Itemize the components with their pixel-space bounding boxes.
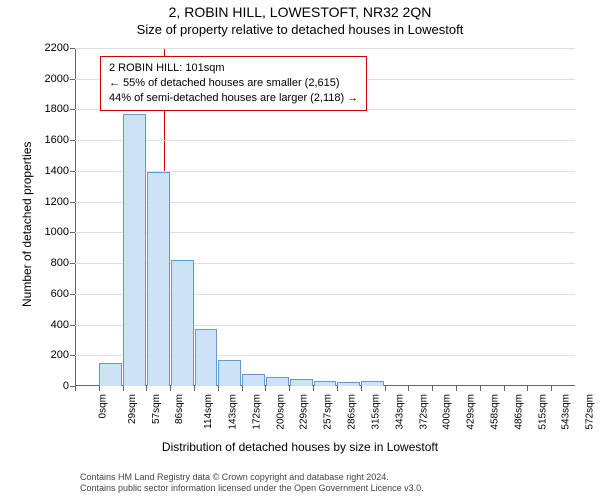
x-tick — [242, 386, 243, 391]
x-tick — [480, 386, 481, 391]
y-axis-label: Number of detached properties — [20, 142, 34, 307]
x-tick-label: 372sqm — [418, 394, 429, 430]
y-tick-label: 2000 — [45, 73, 75, 85]
x-tick — [408, 386, 409, 391]
x-tick — [313, 386, 314, 391]
x-tick — [123, 386, 124, 391]
y-tick-label: 2200 — [45, 42, 75, 54]
x-tick-label: 143sqm — [228, 394, 239, 430]
x-tick-label: 515sqm — [537, 394, 548, 430]
x-tick-label: 114sqm — [203, 394, 214, 429]
histogram-bar — [195, 329, 218, 386]
histogram-bar — [147, 172, 170, 386]
y-tick-label: 600 — [51, 288, 75, 300]
y-tick-label: 1600 — [45, 134, 75, 146]
x-tick — [194, 386, 195, 391]
y-axis-line — [75, 48, 76, 386]
x-tick — [218, 386, 219, 391]
info-line-1: 2 ROBIN HILL: 101sqm — [109, 61, 358, 76]
x-tick-label: 315sqm — [370, 394, 381, 430]
y-tick-label: 1400 — [45, 165, 75, 177]
y-tick-label: 400 — [51, 319, 75, 331]
grid-line — [75, 48, 575, 49]
x-tick — [146, 386, 147, 391]
x-tick-label: 400sqm — [442, 394, 453, 430]
y-tick-label: 0 — [63, 380, 75, 392]
x-tick-label: 172sqm — [251, 394, 262, 430]
x-tick — [265, 386, 266, 391]
x-tick — [361, 386, 362, 391]
x-tick — [504, 386, 505, 391]
x-tick-label: 458sqm — [490, 394, 501, 430]
x-tick — [337, 386, 338, 391]
y-tick-label: 800 — [51, 257, 75, 269]
histogram-bar — [337, 382, 360, 386]
x-axis-label: Distribution of detached houses by size … — [0, 440, 600, 454]
info-line-2: ← 55% of detached houses are smaller (2,… — [109, 76, 358, 91]
x-tick-label: 200sqm — [275, 394, 286, 430]
x-tick-label: 572sqm — [585, 394, 596, 430]
x-tick-label: 257sqm — [323, 394, 334, 430]
x-tick-label: 229sqm — [299, 394, 310, 430]
x-tick-label: 486sqm — [513, 394, 524, 430]
x-tick — [432, 386, 433, 391]
x-tick — [385, 386, 386, 391]
x-tick-label: 86sqm — [174, 394, 185, 424]
x-tick — [75, 386, 76, 391]
x-tick — [99, 386, 100, 391]
histogram-bar — [218, 360, 241, 386]
x-tick — [527, 386, 528, 391]
histogram-bar — [266, 377, 289, 386]
x-tick-label: 543sqm — [561, 394, 572, 430]
histogram-bar — [99, 363, 122, 386]
histogram-bar — [314, 381, 337, 386]
subtitle: Size of property relative to detached ho… — [0, 20, 600, 37]
x-tick — [551, 386, 552, 391]
x-tick — [456, 386, 457, 391]
x-tick-label: 29sqm — [127, 394, 138, 424]
x-tick-label: 286sqm — [347, 394, 358, 430]
y-tick-label: 1000 — [45, 226, 75, 238]
copyright-line-1: Contains HM Land Registry data © Crown c… — [80, 472, 424, 483]
info-line-3: 44% of semi-detached houses are larger (… — [109, 91, 358, 106]
address-title: 2, ROBIN HILL, LOWESTOFT, NR32 2QN — [0, 0, 600, 20]
copyright-notice: Contains HM Land Registry data © Crown c… — [80, 472, 424, 495]
x-tick-label: 343sqm — [394, 394, 405, 430]
x-tick-label: 0sqm — [97, 394, 108, 418]
histogram-bar — [290, 379, 313, 386]
histogram-bar — [361, 381, 384, 386]
x-tick-label: 57sqm — [151, 394, 162, 424]
y-tick-label: 200 — [51, 349, 75, 361]
x-tick-label: 429sqm — [466, 394, 477, 430]
info-box: 2 ROBIN HILL: 101sqm ← 55% of detached h… — [100, 56, 367, 111]
x-tick — [170, 386, 171, 391]
x-tick — [289, 386, 290, 391]
copyright-line-2: Contains public sector information licen… — [80, 483, 424, 494]
histogram-bar — [242, 374, 265, 386]
chart-container: 2, ROBIN HILL, LOWESTOFT, NR32 2QN Size … — [0, 0, 600, 500]
histogram-bar — [123, 114, 146, 386]
y-tick-label: 1200 — [45, 196, 75, 208]
grid-line — [75, 140, 575, 141]
histogram-bar — [171, 260, 194, 386]
y-tick-label: 1800 — [45, 103, 75, 115]
